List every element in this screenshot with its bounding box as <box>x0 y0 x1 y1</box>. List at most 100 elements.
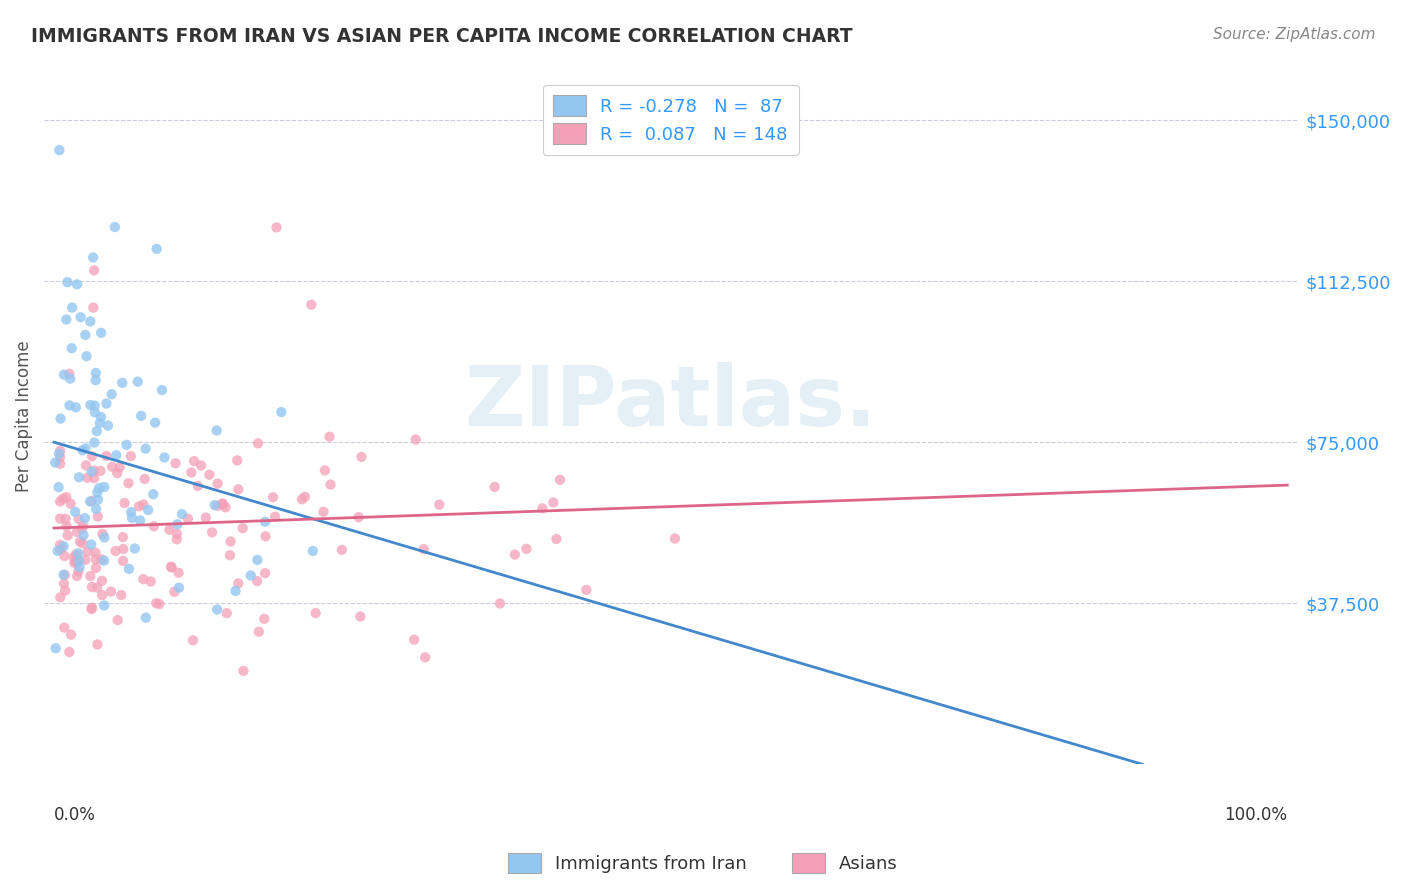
Point <box>264 509 287 524</box>
Point <box>163 584 186 599</box>
Point <box>167 566 190 580</box>
Point <box>215 606 238 620</box>
Point <box>180 466 202 480</box>
Point <box>330 542 353 557</box>
Point <box>55 312 77 326</box>
Point <box>219 534 242 549</box>
Point <box>160 560 183 574</box>
Point <box>112 541 135 556</box>
Point <box>228 483 250 497</box>
Point <box>105 466 128 480</box>
Point <box>49 411 72 425</box>
Point <box>246 436 269 450</box>
Point <box>664 532 686 546</box>
Point <box>96 396 118 410</box>
Point <box>427 498 450 512</box>
Point <box>127 375 149 389</box>
Point <box>100 584 122 599</box>
Point <box>76 471 98 485</box>
Point <box>48 143 70 157</box>
Point <box>65 401 87 415</box>
Point <box>87 481 110 495</box>
Point <box>135 610 157 624</box>
Point <box>253 612 276 626</box>
Point <box>132 572 155 586</box>
Point <box>246 574 269 588</box>
Point <box>44 456 66 470</box>
Point <box>135 442 157 456</box>
Point <box>157 523 180 537</box>
Point <box>211 496 233 510</box>
Point <box>314 463 336 477</box>
Point <box>183 454 205 468</box>
Point <box>91 574 114 588</box>
Point <box>124 541 146 556</box>
Point <box>67 512 90 526</box>
Point <box>53 583 76 598</box>
Text: 100.0%: 100.0% <box>1225 806 1288 824</box>
Point <box>90 552 112 566</box>
Point <box>73 511 96 525</box>
Point <box>219 548 242 562</box>
Point <box>55 490 77 504</box>
Point <box>86 637 108 651</box>
Point <box>79 314 101 328</box>
Point <box>53 621 76 635</box>
Point <box>239 568 262 582</box>
Point <box>52 368 75 382</box>
Point <box>75 442 97 456</box>
Point <box>194 510 217 524</box>
Point <box>93 480 115 494</box>
Point <box>118 562 141 576</box>
Point <box>97 418 120 433</box>
Point <box>177 511 200 525</box>
Point <box>93 599 115 613</box>
Point <box>166 533 188 547</box>
Point <box>112 554 135 568</box>
Point <box>66 524 89 539</box>
Point <box>49 457 72 471</box>
Point <box>121 511 143 525</box>
Point <box>93 553 115 567</box>
Point <box>247 624 270 639</box>
Point <box>55 512 77 526</box>
Point <box>49 542 72 557</box>
Point <box>86 485 108 500</box>
Point <box>90 410 112 425</box>
Text: Source: ZipAtlas.com: Source: ZipAtlas.com <box>1212 27 1375 42</box>
Point <box>83 405 105 419</box>
Point <box>87 492 110 507</box>
Point <box>145 596 167 610</box>
Point <box>117 476 139 491</box>
Point <box>148 597 170 611</box>
Point <box>543 495 565 509</box>
Point <box>181 633 204 648</box>
Point <box>312 505 335 519</box>
Point <box>83 435 105 450</box>
Point <box>515 541 537 556</box>
Y-axis label: Per Capita Income: Per Capita Income <box>15 341 32 492</box>
Point <box>404 632 426 647</box>
Point <box>58 367 80 381</box>
Point <box>254 566 277 581</box>
Text: 0.0%: 0.0% <box>53 806 96 824</box>
Point <box>132 498 155 512</box>
Point <box>201 525 224 540</box>
Point <box>136 503 159 517</box>
Point <box>79 569 101 583</box>
Point <box>153 450 176 465</box>
Point <box>66 569 89 583</box>
Point <box>59 371 82 385</box>
Point <box>46 544 69 558</box>
Point <box>65 555 87 569</box>
Point <box>270 405 292 419</box>
Point <box>413 650 436 665</box>
Point <box>489 597 512 611</box>
Point <box>48 447 70 461</box>
Point <box>80 465 103 479</box>
Point <box>76 544 98 558</box>
Point <box>142 519 165 533</box>
Point <box>107 613 129 627</box>
Point <box>83 464 105 478</box>
Point <box>190 458 212 473</box>
